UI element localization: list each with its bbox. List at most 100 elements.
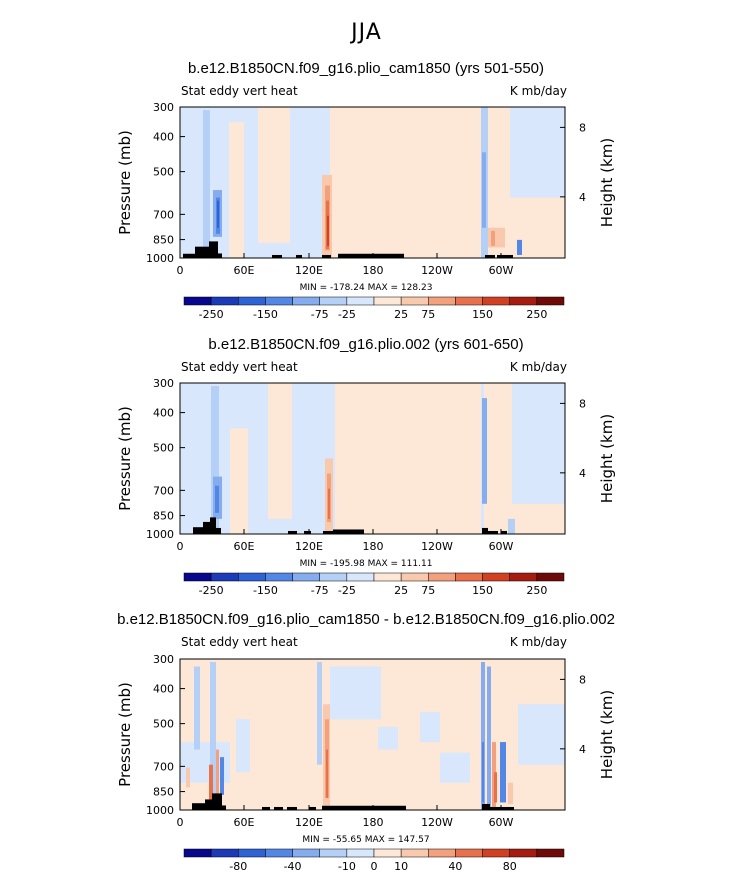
- panel-2-colorbar-swatch: [183, 572, 212, 582]
- panel-3-colorbar-swatch: [265, 848, 293, 858]
- panel-3-contour-region: [317, 662, 322, 765]
- panel-2-terrain: [488, 530, 498, 534]
- panel-3-contour-region: [194, 666, 200, 750]
- panel-1-y-tick-label: 850: [153, 234, 174, 247]
- panel-1-contour-region: [517, 239, 522, 255]
- figure-title: JJA: [351, 20, 382, 45]
- panel-3-contour-region: [326, 749, 328, 798]
- panel-1-terrain: [296, 254, 302, 258]
- panel-1-terrain: [485, 254, 495, 258]
- panel-3-x-tick-label: 60W: [489, 816, 514, 829]
- panel-2-colorbar-swatch: [400, 572, 429, 582]
- panel-1-colorbar-swatch: [319, 296, 348, 306]
- panel-1-terrain: [272, 254, 282, 258]
- panel-3-colorbar-swatch: [238, 848, 266, 858]
- panel-2-contour-region: [268, 383, 292, 519]
- panel-2-colorbar-swatch: [373, 572, 402, 582]
- panel-3-minmax: MIN = -55.65 MAX = 147.57: [302, 835, 429, 845]
- panel-2-y-tick-label: 400: [153, 407, 174, 420]
- panel-1-colorbar-swatch: [373, 296, 402, 306]
- panel-1-x-tick-label: 180: [363, 264, 384, 277]
- panel-3-contour-region: [508, 782, 513, 804]
- panel-2-y-tick-label: 300: [153, 377, 174, 390]
- panel-1-x-tick-label: 120E: [295, 264, 323, 277]
- panel-1-contour-region: [217, 200, 219, 228]
- panel-1-x-tick-label: 60E: [234, 264, 255, 277]
- panel-1-colorbar-swatch: [455, 296, 483, 306]
- panel-2-x-tick-label: 180: [363, 540, 384, 553]
- panel-1-colorbar-swatch: [292, 296, 320, 306]
- panel-3-y-tick-label: 1000: [146, 804, 174, 817]
- panel-3-terrain: [322, 805, 406, 810]
- panel-2-x-tick-label: 120E: [295, 540, 323, 553]
- panel-3-x-tick-label: 180: [363, 816, 384, 829]
- panel-1-colorbar-label: 75: [421, 308, 435, 321]
- panel-3-left-label: Stat eddy vert heat: [181, 635, 298, 649]
- panel-2-y-tick-label: 850: [153, 510, 174, 523]
- panel-3-contour-region: [500, 742, 506, 803]
- panel-2-y2-axis-title: Height (km): [598, 414, 616, 503]
- panel-2-colorbar-swatch: [319, 572, 348, 582]
- panel-3-contour-region: [210, 662, 216, 803]
- panel-3-colorbar-swatch: [428, 848, 456, 858]
- panel-3-contour-region: [378, 726, 398, 750]
- panel-2-x-tick-label: 120W: [421, 540, 453, 553]
- panel-1-contour-region: [330, 107, 481, 258]
- panel-1-terrain: [338, 253, 404, 258]
- panel-3-colorbar-label: -40: [284, 860, 302, 873]
- panel-1-y2-axis-title: Height (km): [598, 138, 616, 227]
- panel-3-x-tick-label: 0: [177, 816, 184, 829]
- panel-1-terrain: [497, 254, 513, 258]
- panel-3-colorbar-swatch: [319, 848, 348, 858]
- panel-2-colorbar-label: -250: [199, 584, 224, 597]
- panel-1-colorbar-label: 25: [394, 308, 408, 321]
- panel-2-colorbar-swatch: [292, 572, 320, 582]
- panel-2-y-axis-title: Pressure (mb): [116, 406, 134, 511]
- panel-2-x-tick-label: 60W: [489, 540, 514, 553]
- panel-1-y-tick-label: 400: [153, 131, 174, 144]
- panel-3-terrain: [309, 806, 316, 810]
- panel-3-colorbar-label: 0: [371, 860, 378, 873]
- panel-2-contour-region: [508, 518, 515, 534]
- panel-3-terrain: [490, 806, 514, 810]
- panel-2-contour-region: [335, 383, 481, 534]
- panel-1-x-tick-label: 0: [177, 264, 184, 277]
- panel-2-contour-region: [215, 485, 219, 513]
- panel-3-colorbar-label: -80: [229, 860, 247, 873]
- panel-1-contour-region: [491, 230, 495, 246]
- panel-2-minmax: MIN = -195.98 MAX = 111.11: [300, 559, 433, 569]
- panel-1-contour-region: [292, 116, 300, 258]
- panel-2-x-tick-label: 60E: [234, 540, 255, 553]
- panel-2-contour-region: [211, 386, 219, 534]
- panel-2-colorbar-label: 25: [394, 584, 408, 597]
- panel-1-colorbar-swatch: [482, 296, 510, 306]
- panel-2-contour-region: [328, 488, 330, 519]
- panel-1-terrain: [209, 241, 218, 258]
- panel-1-terrain: [322, 254, 331, 258]
- panel-1-colorbar-swatch: [183, 296, 212, 306]
- panel-2-colorbar-label: -25: [338, 584, 356, 597]
- panel-1-y-tick-label: 1000: [146, 252, 174, 265]
- panel-2-left-label: Stat eddy vert heat: [181, 360, 298, 374]
- panel-1-y-tick-label: 300: [153, 101, 174, 114]
- panel-3-contour-region: [481, 662, 485, 810]
- panel-2-terrain: [304, 530, 311, 534]
- panel-3-colorbar-label: -10: [338, 860, 356, 873]
- panel-2-colorbar-swatch: [238, 572, 266, 582]
- panel-2-colorbar-swatch: [265, 572, 293, 582]
- panel-3-y-tick-label: 700: [153, 760, 174, 773]
- panel-2-y-tick-label: 700: [153, 484, 174, 497]
- panel-3-colorbar-swatch: [482, 848, 510, 858]
- panel-3-terrain: [205, 799, 212, 810]
- panel-1-colorbar-swatch: [210, 296, 239, 306]
- panel-2-contour-region: [482, 398, 487, 504]
- panel-2-colorbar-label: 250: [526, 584, 547, 597]
- panel-3-contour-region: [420, 711, 440, 743]
- panel-1-terrain: [195, 246, 209, 258]
- panel-1-right-label: K mb/day: [510, 84, 567, 98]
- panel-1-colorbar-swatch: [428, 296, 456, 306]
- panel-1-colorbar-swatch: [238, 296, 266, 306]
- panel-2-terrain: [288, 530, 297, 534]
- panel-2-colorbar-label: 150: [472, 584, 493, 597]
- panel-2-y-tick-label: 1000: [146, 528, 174, 541]
